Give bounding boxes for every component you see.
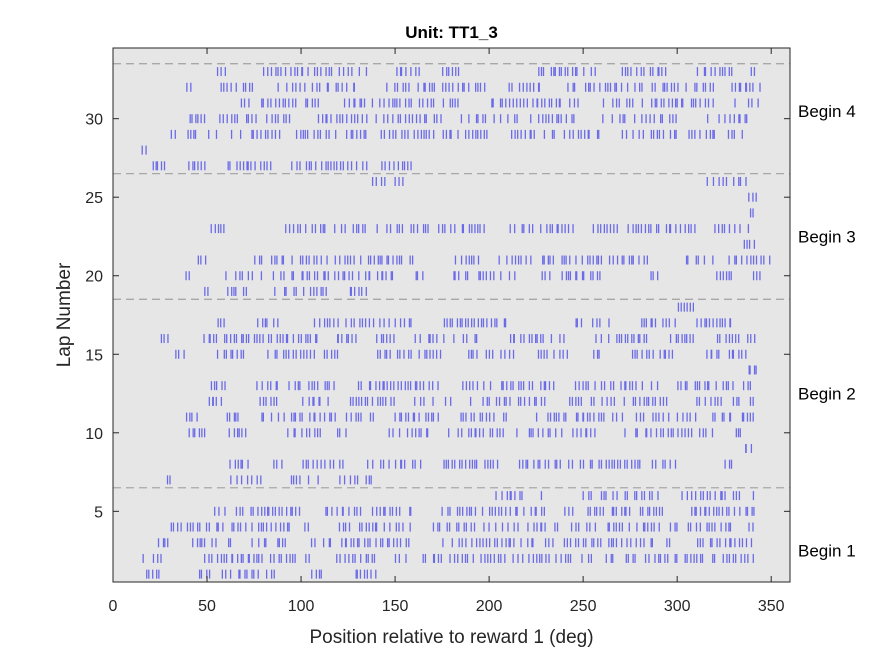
block-label: Begin 1 — [798, 542, 856, 561]
plot-frame — [112, 47, 791, 583]
block-labels: Begin 1 Begin 2 Begin 3 Begin 4 — [798, 102, 856, 561]
plot-area — [113, 48, 790, 582]
y-axis-label: Lap Number — [54, 262, 75, 367]
y-tick-label: 30 — [85, 112, 103, 129]
x-tick-label: 0 — [109, 598, 118, 615]
x-tick-label: 250 — [570, 598, 597, 615]
y-axis-ticks: 5 10 15 20 25 30 — [85, 112, 790, 521]
x-tick-label: 150 — [382, 598, 409, 615]
block-label: Begin 2 — [798, 385, 856, 404]
block-dividers — [113, 63, 790, 489]
x-tick-label: 50 — [198, 598, 216, 615]
block-label: Begin 3 — [798, 227, 856, 246]
y-tick-label: 25 — [85, 190, 103, 207]
x-axis-label: Position relative to reward 1 (deg) — [309, 627, 593, 648]
y-tick-label: 15 — [85, 347, 103, 364]
spike-raster — [141, 67, 771, 579]
chart-title: Unit: TT1_3 — [405, 23, 498, 42]
x-tick-label: 100 — [288, 598, 315, 615]
y-tick-label: 20 — [85, 269, 103, 286]
x-axis-ticks: 0 50 100 150 200 250 300 350 — [109, 48, 785, 615]
y-tick-label: 10 — [85, 426, 103, 443]
x-tick-label: 200 — [476, 598, 503, 615]
y-tick-label: 5 — [94, 504, 103, 521]
x-tick-label: 350 — [758, 598, 785, 615]
block-label: Begin 4 — [798, 102, 856, 121]
x-tick-label: 300 — [664, 598, 691, 615]
